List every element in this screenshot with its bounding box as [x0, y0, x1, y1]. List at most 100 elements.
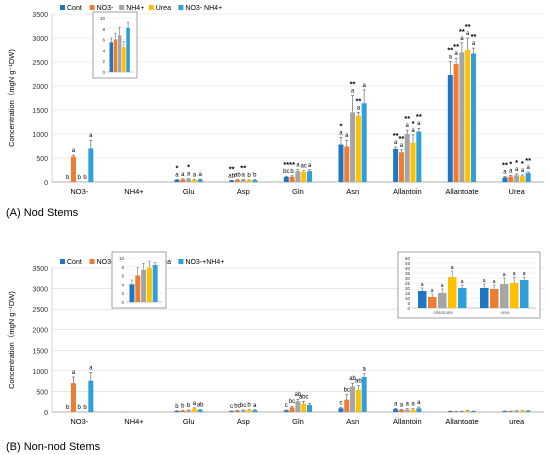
bar-no3nh4 [88, 380, 94, 412]
bar-nh4 [295, 401, 301, 412]
significance-letter: ab [355, 379, 362, 385]
inset-bar [480, 288, 489, 308]
bar-nh4 [186, 410, 192, 412]
inset-bar [113, 39, 118, 72]
bar-no3 [398, 409, 404, 412]
bar-nh4 [295, 170, 301, 182]
bar-no3nh4 [471, 411, 476, 412]
panel-a-label: (A) Nod Stems [6, 207, 79, 219]
significance-letter: a [193, 401, 197, 407]
bar-urea [355, 115, 361, 182]
inset-bar [122, 47, 126, 72]
inset-y-tick-label: 0 [121, 300, 124, 305]
bar-nh4 [404, 409, 410, 412]
significance-letter: b [66, 405, 70, 411]
bar-nh4 [459, 411, 465, 412]
significance-letter: b [78, 405, 82, 411]
significance-letter: a [394, 401, 398, 407]
significance-stars: * [187, 163, 190, 172]
significance-letter: bc [240, 403, 246, 409]
significance-stars: * [412, 119, 415, 128]
x-tick-label: NO3- [70, 187, 88, 196]
y-tick-label: 2500 [32, 307, 48, 314]
inset-bar [146, 267, 152, 302]
bar-nh4 [350, 112, 356, 182]
bar-nh4 [350, 386, 356, 412]
inset-bar [500, 284, 509, 308]
significance-letter: abc [299, 394, 309, 400]
y-tick-label: 2000 [32, 328, 48, 335]
inset-bar [510, 283, 519, 308]
significance-letter: a [411, 128, 415, 134]
bar-cont [283, 176, 289, 182]
bar-no3 [344, 146, 350, 182]
bar-nh4 [459, 52, 465, 183]
significance-letter: ab [349, 376, 356, 382]
significance-letter: ab [228, 173, 235, 179]
inset-bar [152, 265, 158, 302]
y-tick-label: 2000 [32, 84, 48, 91]
inset-bar [448, 277, 457, 308]
significance-letter: b [247, 173, 251, 179]
bar-nh4 [514, 411, 520, 412]
significance-letter: a [253, 403, 257, 409]
bar-urea [301, 403, 307, 412]
bar-no3 [508, 176, 514, 182]
significance-letter: a [400, 143, 404, 149]
inset-group-label: urea [500, 310, 510, 315]
bar-no3nh4 [471, 53, 476, 182]
bar-no3 [289, 407, 295, 412]
y-axis-title: Concentration（mgN g⁻¹DW) [7, 49, 16, 147]
bar-urea [519, 410, 525, 412]
inset-significance-letter: a [493, 279, 496, 285]
bar-no3nh4 [252, 180, 258, 182]
significance-letter: a [417, 400, 421, 406]
significance-letter: b [187, 403, 191, 409]
bar-no3nh4 [525, 172, 531, 182]
inset-bar [141, 269, 147, 302]
x-tick-label: Allantoin [393, 187, 422, 196]
legend-swatch [89, 259, 95, 264]
significance-letter: b [78, 175, 82, 181]
inset-bar [418, 291, 427, 308]
significance-stars: ** [471, 32, 477, 41]
x-tick-label: NO3- [70, 417, 88, 426]
bar-cont [338, 144, 344, 182]
panel-b-label: (B) Non-nod Stems [6, 441, 101, 453]
legend-label: Cont [67, 5, 82, 12]
inset-bar [126, 27, 130, 72]
significance-letter: ab [234, 173, 241, 179]
bar-urea [465, 410, 471, 412]
bar-cont [447, 411, 453, 412]
inset-y-tick-label: 10 [405, 296, 411, 301]
significance-stars: * [340, 121, 343, 130]
significance-stars: ** [453, 42, 459, 51]
x-tick-label: Gln [292, 417, 304, 426]
significance-stars: * [515, 158, 518, 167]
significance-letter: c [339, 400, 342, 406]
significance-letter: a [198, 172, 202, 178]
legend-swatch [60, 5, 65, 10]
bar-nh4 [404, 134, 410, 182]
bar-cont [502, 411, 508, 412]
inset-y-tick-label: 0 [407, 306, 410, 311]
legend-swatch [178, 5, 184, 10]
significance-stars: ** [404, 114, 410, 123]
significance-letter: a [362, 83, 366, 89]
significance-stars: ** [240, 163, 246, 172]
x-tick-label: NH4+ [124, 417, 144, 426]
bar-nh4 [186, 179, 192, 182]
bar-urea [410, 409, 416, 412]
x-tick-label: Gln [292, 187, 304, 196]
significance-letter: a [411, 402, 415, 408]
bar-no3 [180, 179, 186, 182]
significance-letter: a [89, 366, 93, 372]
significance-letter: a [357, 105, 361, 111]
significance-letter: a [339, 130, 343, 136]
inset-y-tick-label: 2 [121, 291, 124, 296]
x-tick-label: NH4+ [124, 187, 144, 196]
significance-letter: b [253, 173, 257, 179]
significance-letter: c [230, 404, 233, 410]
bar-no3nh4 [197, 409, 203, 412]
